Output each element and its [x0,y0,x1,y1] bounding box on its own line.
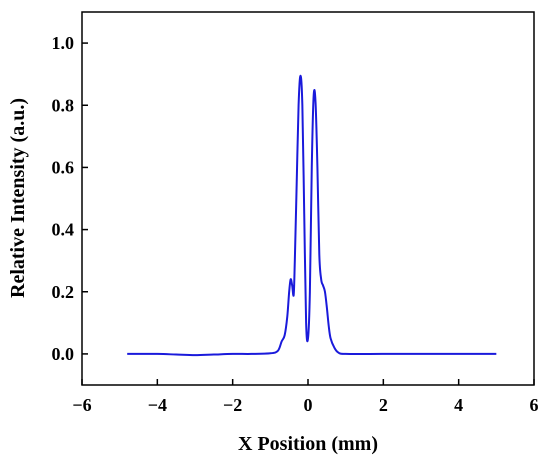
x-tick-label: −6 [72,395,91,415]
y-tick-label: 0.8 [52,95,75,115]
y-axis-ticks: 0.0 0.2 0.4 0.6 0.8 1.0 [52,33,88,364]
x-tick-label: 6 [530,395,539,415]
y-axis-title: Relative Intensity (a.u.) [7,98,29,298]
series-line-0 [127,74,497,357]
series-layer [127,74,497,357]
x-tick-label: −4 [148,395,167,415]
y-tick-label: 1.0 [52,33,75,53]
y-tick-label: 0.4 [52,220,75,240]
y-tick-label: 0.6 [52,157,75,177]
x-tick-label: 4 [454,395,463,415]
y-tick-label: 0.2 [52,282,75,302]
x-tick-label: 2 [379,395,388,415]
y-tick-label: 0.0 [52,344,75,364]
x-tick-label: −2 [223,395,242,415]
x-axis-title: X Position (mm) [238,433,378,455]
x-axis-ticks: −6 −4 −2 0 2 4 6 [72,379,539,415]
x-tick-label: 0 [304,395,313,415]
